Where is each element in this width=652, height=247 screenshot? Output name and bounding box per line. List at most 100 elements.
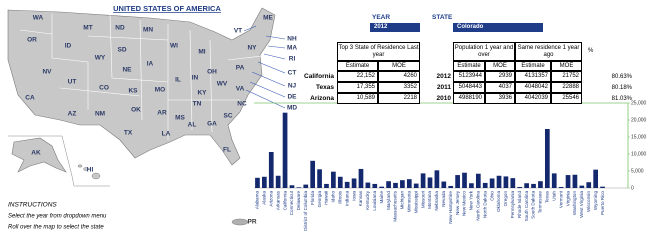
- bar[interactable]: [510, 178, 516, 188]
- state-label[interactable]: NH: [287, 36, 297, 43]
- bar[interactable]: [262, 176, 267, 188]
- state-label[interactable]: DE: [287, 94, 297, 101]
- bar[interactable]: [496, 175, 502, 188]
- bar[interactable]: [593, 169, 598, 188]
- bar[interactable]: [372, 183, 378, 188]
- state-label[interactable]: VA: [236, 86, 245, 93]
- bar[interactable]: [275, 175, 281, 188]
- state-label[interactable]: AK: [31, 150, 41, 157]
- bar[interactable]: [282, 112, 288, 188]
- bar[interactable]: [544, 128, 550, 188]
- bar[interactable]: [517, 186, 523, 188]
- puerto-rico-shape[interactable]: [231, 218, 249, 226]
- state-label[interactable]: MO: [155, 87, 165, 94]
- state-label[interactable]: NJ: [288, 83, 297, 90]
- bar[interactable]: [379, 186, 385, 188]
- state-label[interactable]: IN: [192, 75, 199, 82]
- bar[interactable]: [296, 187, 302, 188]
- bar[interactable]: [393, 182, 398, 188]
- bar[interactable]: [441, 181, 447, 188]
- state-label[interactable]: UT: [68, 79, 77, 86]
- bar[interactable]: [351, 178, 357, 188]
- state-label[interactable]: WI: [170, 43, 178, 50]
- state-label[interactable]: TN: [193, 101, 202, 108]
- state-label[interactable]: RI: [289, 56, 296, 63]
- state-label[interactable]: SC: [223, 113, 232, 120]
- bar[interactable]: [331, 171, 336, 188]
- state-label[interactable]: CT: [288, 70, 297, 77]
- bar[interactable]: [489, 178, 495, 188]
- state-label[interactable]: MT: [83, 25, 92, 32]
- bar[interactable]: [427, 177, 433, 188]
- bar[interactable]: [524, 183, 529, 188]
- bar[interactable]: [531, 183, 536, 188]
- state-label[interactable]: AR: [157, 110, 167, 117]
- bar[interactable]: [586, 182, 592, 188]
- state-label[interactable]: CA: [25, 95, 35, 102]
- bar[interactable]: [406, 179, 412, 188]
- state-label[interactable]: WA: [33, 15, 44, 22]
- state-label[interactable]: OK: [131, 107, 141, 114]
- state-label[interactable]: ME: [263, 15, 273, 22]
- state-label[interactable]: ID: [65, 43, 72, 50]
- bar[interactable]: [289, 185, 295, 188]
- state-label[interactable]: MS: [175, 115, 185, 122]
- bar[interactable]: [365, 182, 371, 188]
- state-label[interactable]: PR: [247, 219, 256, 226]
- state-label[interactable]: MD: [287, 105, 297, 112]
- bar[interactable]: [420, 173, 426, 188]
- state-label[interactable]: WY: [95, 55, 106, 62]
- bar[interactable]: [558, 186, 564, 188]
- state-label[interactable]: SD: [117, 47, 126, 54]
- state-label[interactable]: MA: [287, 45, 297, 52]
- state-label[interactable]: CO: [99, 85, 109, 92]
- bar[interactable]: [386, 181, 391, 188]
- bar[interactable]: [538, 181, 543, 188]
- bar[interactable]: [317, 169, 322, 188]
- state-label[interactable]: FL: [223, 147, 231, 154]
- bar[interactable]: [455, 175, 460, 188]
- state-label[interactable]: GA: [207, 121, 217, 128]
- state-label[interactable]: TX: [124, 130, 133, 137]
- year-dropdown[interactable]: 2012: [370, 23, 420, 32]
- bar[interactable]: [448, 185, 454, 188]
- bar[interactable]: [565, 175, 571, 188]
- state-label[interactable]: OR: [27, 37, 37, 44]
- bar[interactable]: [551, 173, 557, 188]
- bar[interactable]: [503, 176, 509, 188]
- state-label[interactable]: WV: [217, 81, 228, 88]
- state-label[interactable]: LA: [162, 131, 171, 138]
- state-label[interactable]: KY: [197, 90, 207, 97]
- state-dropdown[interactable]: Colorado: [453, 23, 543, 32]
- state-label[interactable]: AL: [188, 122, 197, 129]
- bar[interactable]: [255, 177, 260, 188]
- bar[interactable]: [413, 183, 419, 188]
- bar[interactable]: [310, 160, 316, 188]
- state-label[interactable]: NC: [237, 101, 247, 108]
- state-label[interactable]: ND: [115, 25, 125, 32]
- state-label[interactable]: AZ: [68, 111, 77, 118]
- bar[interactable]: [344, 181, 350, 188]
- state-label[interactable]: OH: [207, 69, 217, 76]
- alaska-shape[interactable]: [11, 137, 67, 173]
- state-label[interactable]: PA: [236, 65, 245, 72]
- hawaii-shape[interactable]: [77, 164, 101, 180]
- bar[interactable]: [462, 172, 467, 188]
- state-label[interactable]: NM: [95, 111, 105, 118]
- bar[interactable]: [400, 180, 405, 188]
- bar[interactable]: [469, 183, 474, 188]
- bar[interactable]: [358, 168, 364, 188]
- bar[interactable]: [268, 151, 274, 188]
- bar[interactable]: [579, 185, 585, 188]
- state-label[interactable]: NV: [42, 69, 52, 76]
- state-label[interactable]: NY: [247, 45, 257, 52]
- bar[interactable]: [482, 182, 488, 188]
- bar[interactable]: [324, 183, 329, 188]
- state-label[interactable]: HI: [87, 167, 94, 174]
- state-label[interactable]: IL: [175, 77, 181, 84]
- bar[interactable]: [475, 173, 481, 188]
- bar[interactable]: [572, 174, 578, 188]
- bar[interactable]: [434, 170, 440, 188]
- bar[interactable]: [337, 176, 343, 188]
- bar[interactable]: [600, 186, 605, 188]
